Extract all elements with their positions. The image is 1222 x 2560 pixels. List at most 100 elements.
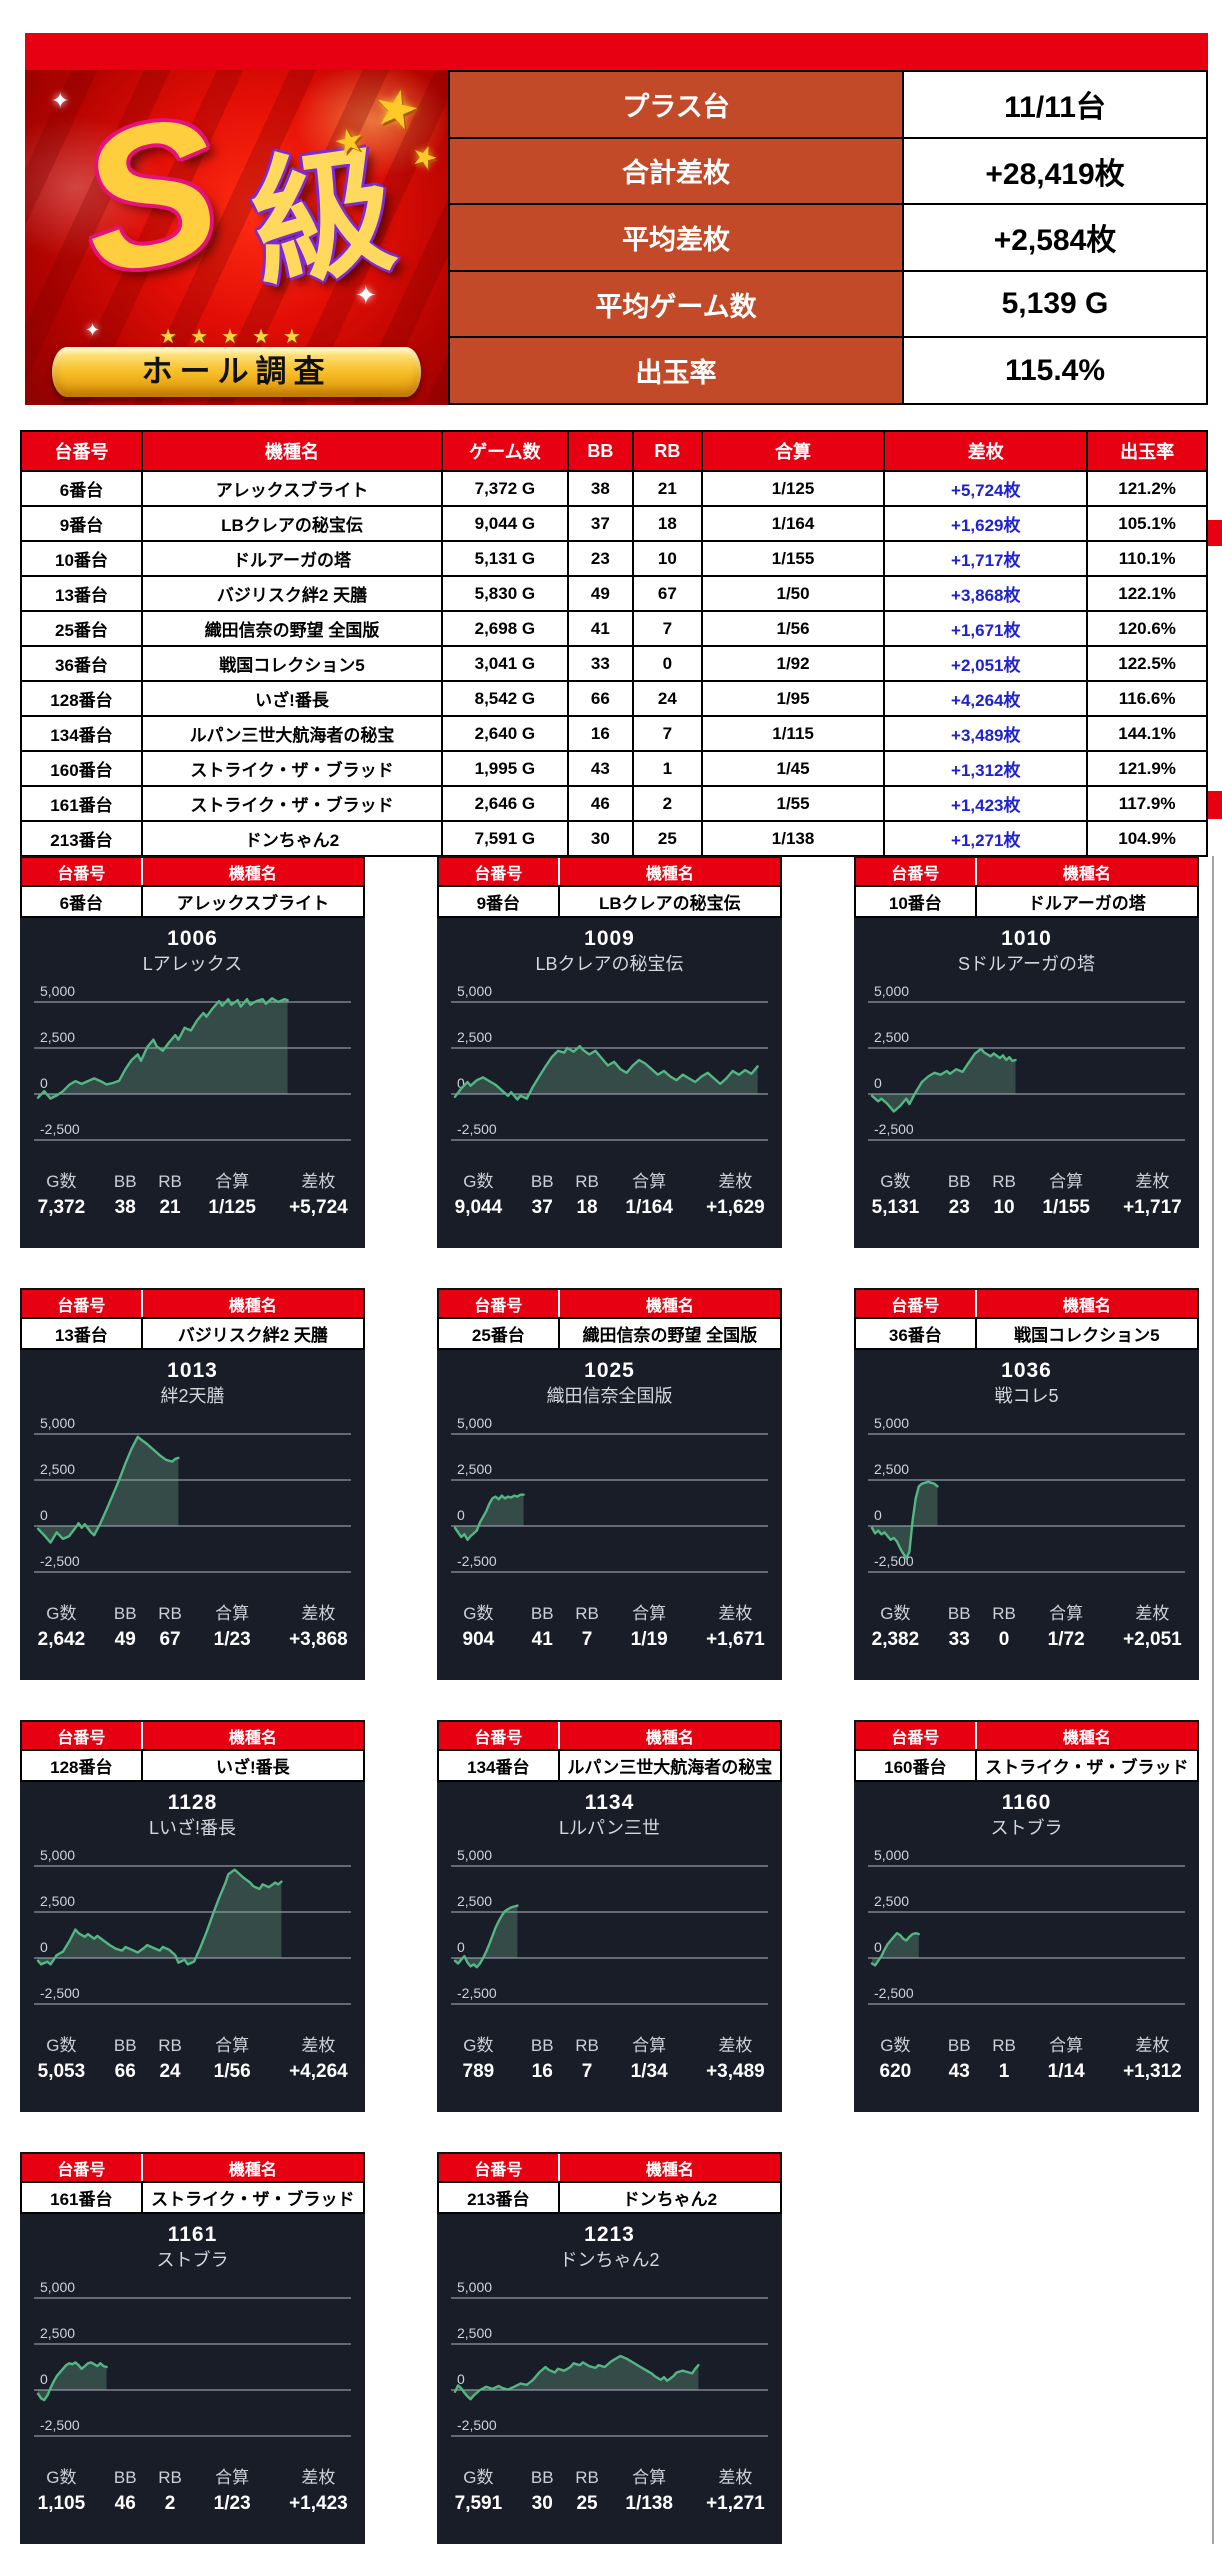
stat-value: 38 (114, 1197, 136, 1218)
stat-label: BB (530, 2468, 554, 2487)
table-cell: 1/155 (700, 540, 886, 577)
table-row: 134番台 ルパン三世大航海者の秘宝 2,640 G 16 7 1/115 +3,489枚 1… (20, 715, 1208, 752)
card-col-header-name: 機種名 (557, 1290, 780, 1317)
stat-value: 5,131 (871, 1197, 920, 1218)
stat-value: 21 (159, 1197, 181, 1218)
card-subheader: 213番台 ドンちゃん2 (437, 2181, 782, 2214)
stat-value: 67 (159, 1629, 181, 1650)
card-col-header-name: 機種名 (557, 1722, 780, 1749)
table-cell: 67 (631, 575, 703, 612)
stat-label: BB (113, 1604, 137, 1623)
stat-value: 0 (998, 1629, 1010, 1650)
stat-label: BB (947, 1604, 971, 1623)
table-cell: 2 (631, 785, 703, 822)
stat-value: 1/19 (630, 1629, 668, 1650)
table-cell: 122.1% (1086, 575, 1208, 612)
axis-tick-label: 0 (874, 1075, 882, 1091)
s-rank-banner: S 級 ★ ★ ★ ✦ ✦ ✦ ★★★★★ ホール調査 (25, 70, 448, 405)
card-col-header-no: 台番号 (57, 1297, 106, 1315)
machine-id: 1013 (167, 1359, 218, 1382)
axis-tick-label: -2,500 (874, 1985, 914, 2001)
table-cell: +5,724枚 (883, 470, 1089, 507)
card-header: 台番号 機種名 (20, 1288, 365, 1317)
table-cell: ストライク・ザ・ブラッド (140, 785, 444, 822)
chart-line (453, 2354, 700, 2401)
summary-label: 平均ゲーム数 (450, 271, 904, 337)
table-cell: 1/92 (700, 645, 886, 682)
card-col-header-name: 機種名 (557, 2154, 780, 2181)
table-row: 6番台 アレックスブライト 7,372 G 38 21 1/125 +5,724枚 121.2… (20, 470, 1208, 507)
chart-line (36, 1868, 283, 1966)
scrollbar-track[interactable] (1212, 856, 1214, 2544)
table-cell: +2,051枚 (883, 645, 1089, 682)
table-cell: +1,717枚 (883, 540, 1089, 577)
stat-label: 差枚 (718, 1172, 753, 1191)
card-subheader: 6番台 アレックスブライト (20, 885, 365, 918)
summary-label: プラス台 (450, 72, 904, 137)
summary-row: 平均ゲーム数 5,139 G (450, 271, 1206, 339)
stat-value: 1/14 (1047, 2061, 1085, 2082)
stat-label: RB (158, 1604, 182, 1623)
table-cell: 43 (566, 750, 634, 787)
chart-area-fill (455, 1046, 758, 1100)
column-header: 差枚 (883, 430, 1089, 472)
machine-card: 台番号 機種名 36番台 戦国コレクション5 1036 戦コレ5 5,000 2,500 0 -2… (854, 1288, 1199, 1680)
axis-tick-label: 0 (40, 1075, 48, 1091)
stat-value: 1/72 (1047, 1629, 1085, 1650)
card-header: 台番号 機種名 (437, 856, 782, 885)
table-cell: 1,995 G (441, 750, 569, 787)
stat-value: 43 (948, 2061, 970, 2082)
card-machine-name: アレックスブライト (140, 887, 363, 916)
card-machine-number: 160番台 (884, 1758, 947, 1777)
stat-label: 合算 (632, 2468, 667, 2487)
axis-tick-label: 2,500 (874, 1461, 909, 1477)
stat-label: G数 (880, 2036, 911, 2055)
summary-row: 合計差枚 +28,419枚 (450, 138, 1206, 206)
stat-label: RB (575, 1604, 599, 1623)
stat-label: BB (947, 1172, 971, 1191)
axis-tick-label: 0 (40, 2371, 48, 2387)
axis-tick-label: -2,500 (40, 1553, 80, 1569)
table-cell: 9番台 (20, 505, 143, 542)
stat-label: RB (158, 2468, 182, 2487)
stat-label: 差枚 (1135, 2036, 1170, 2055)
axis-tick-label: 0 (457, 1507, 465, 1523)
scrollbar-mark[interactable] (1208, 791, 1222, 819)
profit-chart: 5,000 2,500 0 -2,500 (34, 983, 351, 1141)
summary-value: 115.4% (904, 338, 1206, 403)
axis-tick-label: 0 (40, 1507, 48, 1523)
stat-value: +4,264 (289, 2061, 348, 2082)
card-stats: G数 BB RB 合算 差枚 2,382 33 0 1/72 +2,051 (854, 1602, 1199, 1654)
axis-tick-label: -2,500 (874, 1553, 914, 1569)
table-cell: 1 (631, 750, 703, 787)
stat-value: 66 (114, 2061, 136, 2082)
column-header: 合算 (700, 430, 886, 472)
card-machine-number: 213番台 (467, 2190, 530, 2209)
table-cell: 25番台 (20, 610, 143, 647)
card-machine-name: ルパン三世大航海者の秘宝 (557, 1751, 780, 1780)
table-cell: 21 (631, 470, 703, 507)
card-col-header-no: 台番号 (474, 1729, 523, 1747)
scrollbar-mark[interactable] (1208, 520, 1222, 546)
stat-label: 合算 (1049, 2036, 1084, 2055)
axis-tick-label: -2,500 (457, 1121, 497, 1137)
table-cell: 121.2% (1086, 470, 1208, 507)
axis-tick-label: 2,500 (457, 2325, 492, 2341)
axis-tick-label: -2,500 (457, 1985, 497, 2001)
table-cell: +1,312枚 (883, 750, 1089, 787)
chart-line (870, 1047, 1017, 1113)
machine-id: 1025 (584, 1359, 635, 1382)
summary-value: +2,584枚 (904, 205, 1206, 270)
card-col-header-name: 機種名 (974, 858, 1197, 885)
summary-label: 出玉率 (450, 338, 904, 403)
card-stats: G数 BB RB 合算 差枚 9,044 37 18 1/164 +1,629 (437, 1170, 782, 1222)
card-machine-name: LBクレアの秘宝伝 (557, 887, 780, 916)
stat-label: 合算 (632, 1604, 667, 1623)
column-header: ゲーム数 (441, 430, 569, 472)
hero-section: S 級 ★ ★ ★ ✦ ✦ ✦ ★★★★★ ホール調査 プラス台 11/11台 合計… (25, 70, 1208, 405)
card-machine-number: 36番台 (888, 1326, 942, 1345)
table-cell: 161番台 (20, 785, 143, 822)
table-cell: 7,372 G (441, 470, 569, 507)
column-header: 出玉率 (1086, 430, 1208, 472)
table-cell: 30 (566, 820, 634, 857)
